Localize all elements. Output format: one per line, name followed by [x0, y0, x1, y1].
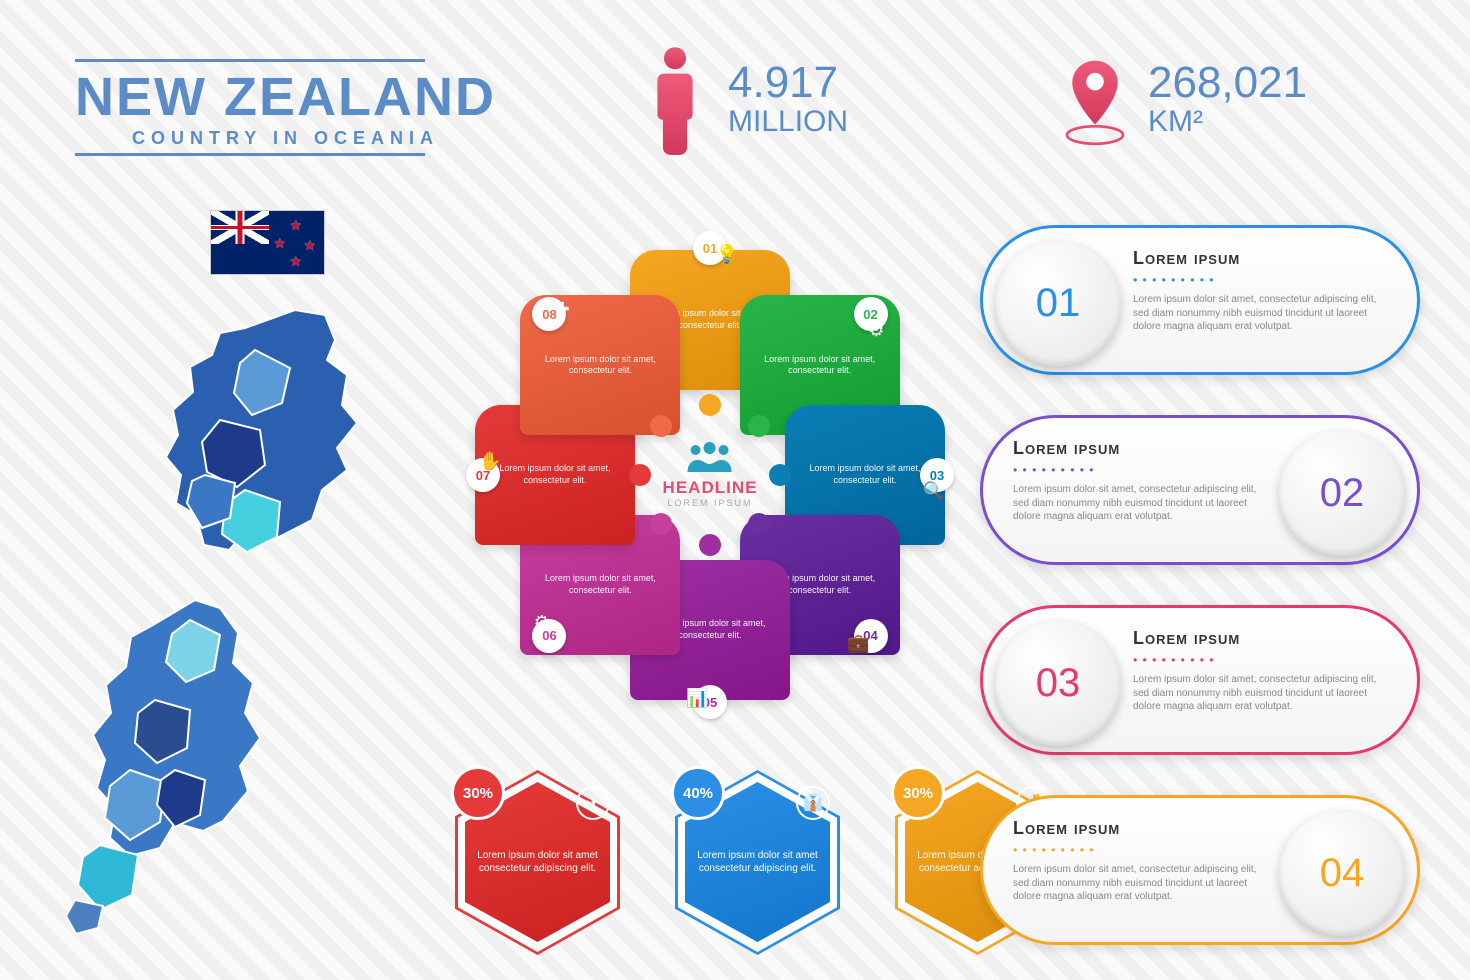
card-title: Lorem ipsum — [1013, 818, 1267, 839]
card-number-badge: 01 — [995, 240, 1121, 366]
title-main: NEW ZEALAND — [75, 66, 496, 128]
card-title: Lorem ipsum — [1013, 438, 1267, 459]
radial-center: HEADLINE LOREM IPSUM — [663, 442, 758, 508]
segment-icon: 📊 — [686, 688, 708, 709]
card-number-badge: 02 — [1279, 430, 1405, 556]
segment-icon: ⚙ — [534, 612, 550, 633]
cards-column: 01 Lorem ipsum • • • • • • • • • Lorem i… — [980, 225, 1420, 945]
center-dot — [650, 415, 672, 437]
hex-row: Lorem ipsum dolor sit amet consectetur a… — [455, 770, 1060, 955]
center-dot — [769, 464, 791, 486]
map-pin-icon — [1060, 45, 1130, 155]
hex-badge: Lorem ipsum dolor sit amet consectetur a… — [455, 770, 620, 955]
nz-map — [45, 300, 425, 940]
segment-text: Lorem ipsum dolor sit amet, consectetur … — [534, 354, 666, 377]
title-rule-bot — [75, 153, 425, 156]
stat-population-value: 4.917 MILLION — [728, 61, 848, 139]
segment-icon: 🔍 — [923, 481, 945, 502]
area-unit: KM² — [1148, 105, 1307, 139]
title-block: NEW ZEALAND COUNTRY IN OCEANIA — [75, 55, 496, 160]
flag-star-icon: ★ — [289, 217, 302, 234]
area-number: 268,021 — [1148, 61, 1307, 105]
center-dot — [699, 534, 721, 556]
flag-star-icon: ★ — [303, 237, 316, 254]
card-dots: • • • • • • • • • — [1013, 463, 1267, 477]
hex-percent: 30% — [451, 766, 505, 820]
stat-area: 268,021 KM² — [1060, 45, 1307, 155]
stat-area-value: 268,021 KM² — [1148, 61, 1307, 139]
person-icon — [640, 45, 710, 155]
card-dots: • • • • • • • • • — [1013, 843, 1267, 857]
center-dot — [748, 415, 770, 437]
card-text: Lorem ipsum dolor sit amet, consectetur … — [1013, 483, 1267, 524]
title-rule-top — [75, 59, 425, 62]
hex-percent: 30% — [891, 766, 945, 820]
info-card-01: 01 Lorem ipsum • • • • • • • • • Lorem i… — [980, 225, 1420, 375]
hex-text: Lorem ipsum dolor sit amet consectetur a… — [477, 849, 598, 875]
segment-icon: 💼 — [847, 633, 869, 654]
segment-icon: ✋ — [479, 451, 501, 472]
hex-percent: 40% — [671, 766, 725, 820]
card-dots: • • • • • • • • • — [1133, 653, 1387, 667]
segment-text: Lorem ipsum dolor sit amet, consectetur … — [489, 463, 621, 486]
card-text: Lorem ipsum dolor sit amet, consectetur … — [1133, 673, 1387, 714]
hex-icon: 👔 — [796, 786, 830, 820]
title-sub: COUNTRY IN OCEANIA — [75, 128, 496, 149]
card-number-badge: 04 — [1279, 810, 1405, 936]
radial-chart: HEADLINE LOREM IPSUM Lorem ipsum dolor s… — [460, 225, 960, 725]
center-dot — [650, 513, 672, 535]
segment-icon: 💡 — [716, 244, 738, 265]
segment-text: Lorem ipsum dolor sit amet, consectetur … — [799, 463, 931, 486]
flag-star-icon: ★ — [289, 253, 302, 270]
hex-badge: Lorem ipsum dolor sit amet consectetur a… — [675, 770, 840, 955]
stat-population: 4.917 MILLION — [640, 45, 848, 155]
card-text: Lorem ipsum dolor sit amet, consectetur … — [1013, 863, 1267, 904]
population-unit: MILLION — [728, 105, 848, 139]
info-card-03: 03 Lorem ipsum • • • • • • • • • Lorem i… — [980, 605, 1420, 755]
card-title: Lorem ipsum — [1133, 248, 1387, 269]
radial-headline: HEADLINE — [663, 478, 758, 498]
flag-star-icon: ★ — [273, 235, 286, 252]
info-card-04: 04 Lorem ipsum • • • • • • • • • Lorem i… — [980, 795, 1420, 945]
segment-icon: ✚ — [555, 299, 570, 320]
hex-text: Lorem ipsum dolor sit amet consectetur a… — [697, 849, 818, 875]
radial-subhead: LOREM IPSUM — [663, 498, 758, 508]
segment-text: Lorem ipsum dolor sit amet, consectetur … — [754, 354, 886, 377]
card-title: Lorem ipsum — [1133, 628, 1387, 649]
card-dots: • • • • • • • • • — [1133, 273, 1387, 287]
hex-icon: ✈ — [576, 786, 610, 820]
center-dot — [699, 394, 721, 416]
card-text: Lorem ipsum dolor sit amet, consectetur … — [1133, 293, 1387, 334]
nz-flag: ★ ★ ★ ★ — [210, 210, 325, 275]
segment-text: Lorem ipsum dolor sit amet, consectetur … — [534, 573, 666, 596]
population-number: 4.917 — [728, 61, 848, 105]
segment-icon: ⚙ — [868, 320, 884, 341]
info-card-02: 02 Lorem ipsum • • • • • • • • • Lorem i… — [980, 415, 1420, 565]
union-jack — [211, 211, 269, 244]
center-dot — [629, 464, 651, 486]
card-number-badge: 03 — [995, 620, 1121, 746]
